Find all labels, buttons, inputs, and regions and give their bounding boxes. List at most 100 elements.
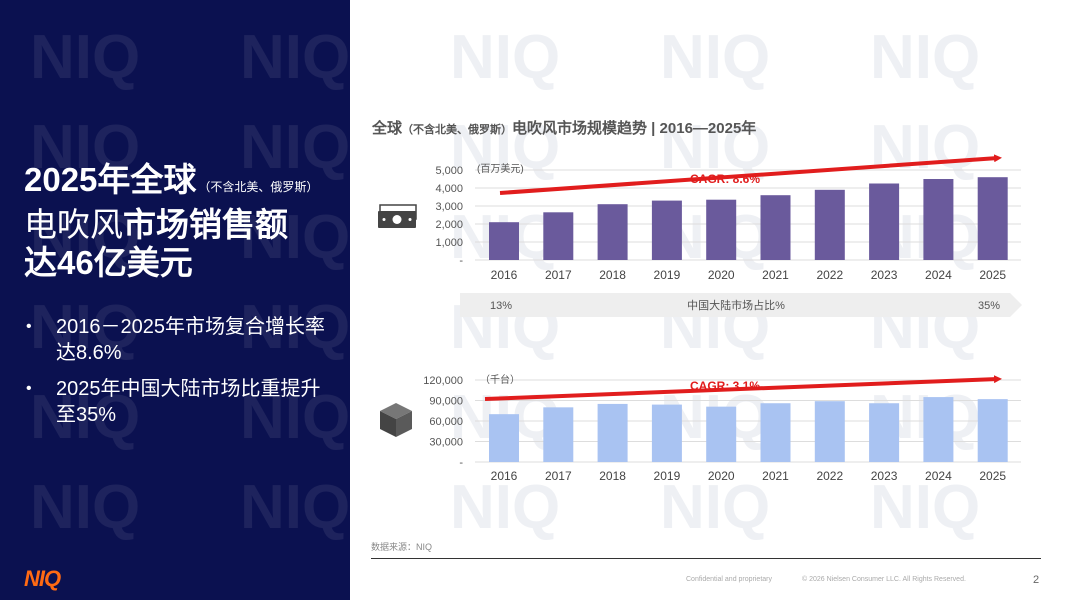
watermark-text: NIQ (30, 293, 140, 362)
x-tick-label: 2016 (491, 469, 518, 483)
x-tick-label: 2022 (816, 469, 843, 483)
trend-arrow (484, 375, 1002, 401)
y-tick-label: 90,000 (429, 396, 463, 408)
copyright-note: © 2026 Nielsen Consumer LLC. All Rights … (802, 576, 966, 583)
bar (651, 404, 682, 462)
x-tick-label: 2023 (871, 469, 898, 483)
bullet-item: • 2025年中国大陆市场比重提升至35% (24, 376, 334, 428)
y-tick-label: 3,000 (435, 201, 463, 213)
cagr-label: CAGR: 8.6% (690, 172, 760, 186)
chart-title-part2: 电吹风市场规模趋势 | 2016—2025年 (512, 120, 757, 137)
left-watermark: NIQ NIQ NIQ NIQ NIQ NIQ NIQ NIQ NIQ NIQ NIQ NIQ (30, 23, 350, 542)
data-source: 数据来源：NIQ (371, 542, 433, 552)
bar (814, 401, 845, 462)
watermark-text: NIQ (240, 383, 350, 452)
share-label: 中国大陆市场占比% (687, 298, 785, 312)
cagr-label: CAGR: 3.1% (690, 379, 760, 393)
bar (597, 204, 628, 260)
bar (651, 200, 682, 260)
bullet-item: • 2016－2025年市场复合增长率达8.6% (24, 314, 334, 366)
x-tick-label: 2017 (545, 268, 572, 282)
unit-label: （千台） (480, 373, 520, 386)
charts-area: - 1,000 2,000 3,000 4,000 5,000 2016 2017 2018 20… (378, 154, 1022, 483)
headline: 2025年全球 （不含北美、俄罗斯） 电吹风市场销售额 达46亿美元 (24, 160, 344, 283)
bar (977, 177, 1008, 260)
watermark-text: NIQ (240, 203, 350, 272)
confidential-note: Confidential and proprietary (686, 576, 772, 583)
bar (923, 397, 954, 462)
bar (489, 414, 519, 462)
watermark-text: NIQ (240, 293, 350, 362)
bullet-text: 2025年中国大陆市场比重提升至35% (56, 378, 321, 426)
y-tick-label: 5,000 (435, 165, 463, 177)
bullet-dot: • (26, 380, 32, 397)
bar (706, 406, 737, 462)
bar (706, 199, 737, 260)
x-tick-label: 2017 (545, 469, 572, 483)
bar (597, 403, 628, 462)
x-tick-label: 2025 (979, 268, 1006, 282)
x-tick-label: 2021 (762, 268, 789, 282)
bar (489, 222, 519, 260)
unit-label: (百万美元) (477, 162, 524, 175)
bullet-text: 2016－2025年市场复合增长率达8.6% (56, 316, 325, 364)
watermark-text: NIQ (30, 203, 140, 272)
share-start-value: 13% (490, 300, 512, 312)
watermark-text: NIQ (30, 473, 140, 542)
x-tick-label: 2020 (708, 268, 735, 282)
y-tick-label: 120,000 (423, 375, 463, 387)
watermark-text: NIQ (30, 383, 140, 452)
y-tick-label: 60,000 (429, 416, 463, 428)
share-end-value: 35% (978, 300, 1000, 312)
bar (869, 403, 900, 462)
x-tick-label: 2019 (654, 469, 681, 483)
y-tick-label: - (459, 457, 463, 469)
bar (977, 399, 1008, 462)
y-tick-label: 2,000 (435, 219, 463, 231)
bar (814, 189, 845, 260)
bar (543, 212, 574, 260)
y-tick-label: 4,000 (435, 183, 463, 195)
trend-arrow (499, 154, 1002, 195)
bullet-list: • 2016－2025年市场复合增长率达8.6% • 2025年中国大陆市场比重提升… (24, 314, 334, 438)
footer-divider (371, 558, 1041, 559)
headline-part2b: 市场销售额 (123, 206, 288, 243)
bar (760, 403, 791, 462)
money-icon (378, 204, 417, 228)
x-tick-label: 2016 (491, 268, 518, 282)
x-tick-label: 2024 (925, 469, 952, 483)
x-tick-label: 2018 (599, 469, 626, 483)
chart-title: 全球（不含北美、俄罗斯）电吹风市场规模趋势 | 2016—2025年 (372, 117, 756, 138)
watermark-text: NIQ (240, 473, 350, 542)
x-tick-label: 2019 (654, 268, 681, 282)
headline-part3: 达46亿美元 (24, 244, 193, 281)
x-tick-label: 2018 (599, 268, 626, 282)
chart-1: - 1,000 2,000 3,000 4,000 5,000 2016 2017 2018 20… (378, 154, 1021, 282)
watermark-text: NIQ (240, 113, 350, 182)
x-tick-label: 2025 (979, 469, 1006, 483)
watermark-text: NIQ (30, 23, 140, 92)
bar (760, 195, 791, 260)
watermark-text: NIQ (30, 113, 140, 182)
headline-note: （不含北美、俄罗斯） (198, 180, 319, 194)
chart-title-part1: 全球 (372, 120, 403, 137)
y-tick-label: - (459, 255, 463, 267)
headline-line-1: 2025年全球 （不含北美、俄罗斯） (24, 160, 344, 207)
left-panel: NIQ NIQ NIQ NIQ NIQ NIQ NIQ NIQ NIQ NIQ NIQ NIQ 202… (0, 0, 350, 600)
x-tick-label: 2024 (925, 268, 952, 282)
share-band: 13% 中国大陆市场占比% 35% (460, 293, 1022, 317)
niq-logo: NIQ (24, 566, 61, 591)
watermark-text: NIQ (240, 23, 350, 92)
headline-part1: 2025年全球 (24, 161, 197, 198)
bar (923, 179, 954, 260)
y-tick-label: 1,000 (435, 237, 463, 249)
x-tick-label: 2021 (762, 469, 789, 483)
headline-part2a: 电吹风 (24, 206, 123, 243)
share-band-arrow (460, 293, 1022, 317)
bar (543, 407, 574, 462)
x-tick-label: 2022 (816, 268, 843, 282)
y-tick-label: 30,000 (429, 437, 463, 449)
headline-line-2: 电吹风市场销售额 (24, 207, 344, 243)
bar (869, 183, 900, 260)
page-number: 2 (1033, 574, 1040, 586)
